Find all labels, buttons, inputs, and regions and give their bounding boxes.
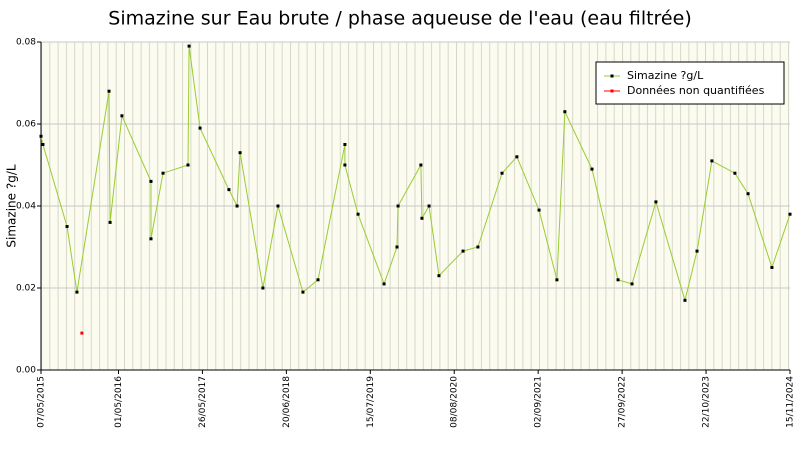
x-tick-label: 15/11/2024 <box>786 376 796 428</box>
x-tick-label: 15/07/2019 <box>366 376 376 428</box>
data-point <box>770 266 774 269</box>
data-point <box>108 220 112 224</box>
data-point <box>39 134 43 138</box>
data-point <box>419 163 423 167</box>
data-point <box>695 249 699 253</box>
x-tick-label: 26/05/2017 <box>198 376 208 428</box>
x-tick-label: 08/08/2020 <box>450 376 460 428</box>
data-point <box>654 200 658 204</box>
data-point <box>395 245 399 249</box>
data-point <box>316 278 320 282</box>
data-point <box>149 179 153 183</box>
data-point <box>301 290 305 294</box>
data-point <box>261 286 265 290</box>
x-tick-label: 27/09/2022 <box>618 376 628 428</box>
x-tick-label: 22/10/2023 <box>702 376 712 428</box>
data-point <box>396 204 400 208</box>
legend-label: Simazine ?g/L <box>627 69 704 82</box>
y-axis-label: Simazine ?g/L <box>5 164 19 247</box>
data-point <box>630 282 634 286</box>
data-point <box>537 208 541 212</box>
data-point <box>343 143 347 146</box>
data-point <box>555 278 559 282</box>
data-point <box>356 212 360 216</box>
legend-marker <box>610 89 614 93</box>
data-point <box>461 249 465 253</box>
data-point <box>616 278 620 282</box>
data-point <box>198 126 202 130</box>
data-point <box>80 331 84 335</box>
data-point <box>427 204 431 208</box>
data-point <box>746 192 750 196</box>
chart-title: Simazine sur Eau brute / phase aqueuse d… <box>108 8 691 30</box>
data-point <box>382 282 386 286</box>
data-point <box>515 155 519 159</box>
x-tick-label: 07/05/2015 <box>37 376 47 428</box>
x-tick-label: 02/09/2021 <box>534 376 544 428</box>
data-point <box>107 89 111 93</box>
data-point <box>437 274 441 278</box>
data-point <box>235 204 239 208</box>
legend-marker <box>610 74 614 78</box>
x-tick-label: 01/05/2016 <box>114 376 124 428</box>
data-point <box>343 163 347 167</box>
data-point <box>186 163 190 167</box>
data-point <box>41 143 45 146</box>
data-point <box>161 171 165 175</box>
data-point <box>563 110 567 114</box>
data-point <box>238 151 242 155</box>
data-point <box>420 216 424 220</box>
data-point <box>65 225 69 228</box>
data-point <box>120 114 124 118</box>
series-line <box>40 46 791 303</box>
data-point <box>590 167 594 171</box>
data-point <box>683 298 687 302</box>
data-point <box>149 237 153 241</box>
data-point <box>733 171 737 175</box>
data-point <box>276 204 280 208</box>
y-tick-label: 0.02 <box>16 284 36 294</box>
data-point <box>187 44 191 48</box>
y-tick-label: 0.00 <box>16 366 36 376</box>
data-point <box>710 159 714 163</box>
legend: Simazine ?g/L Données non quantifiées <box>595 61 785 105</box>
data-point <box>227 188 231 192</box>
legend-box <box>595 61 785 105</box>
x-tick-label: 20/06/2018 <box>282 376 292 428</box>
data-point <box>500 171 504 175</box>
y-tick-label: 0.08 <box>16 38 36 48</box>
data-point <box>788 212 792 216</box>
y-tick-label: 0.06 <box>16 120 36 130</box>
y-tick-label: 0.04 <box>16 202 36 212</box>
data-point <box>75 290 79 294</box>
data-point <box>476 245 480 249</box>
legend-label: Données non quantifiées <box>627 84 765 97</box>
